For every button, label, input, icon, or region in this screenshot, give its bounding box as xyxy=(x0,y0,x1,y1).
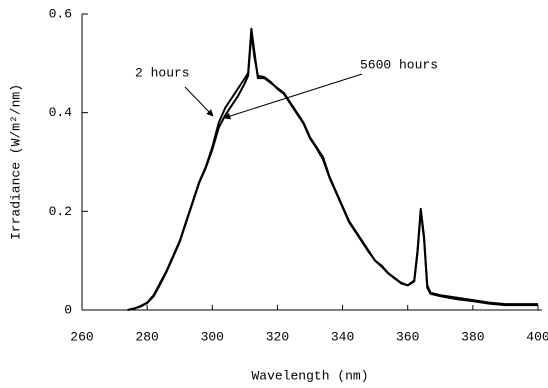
annotation-arrow xyxy=(184,86,214,117)
annotation-arrow xyxy=(223,73,363,120)
y-tick-label: 0 xyxy=(64,302,72,317)
x-tick-label: 360 xyxy=(396,329,419,344)
x-tick-label: 280 xyxy=(135,329,158,344)
annotation: 5600 hours xyxy=(360,57,438,72)
x-tick-label: 340 xyxy=(331,329,354,344)
y-tick-label: 0.4 xyxy=(49,105,73,120)
x-tick-label: 400 xyxy=(526,329,548,344)
x-tick-label: 380 xyxy=(461,329,484,344)
x-tick-label: 300 xyxy=(201,329,224,344)
data-line xyxy=(127,32,538,311)
y-tick-label: 0.6 xyxy=(49,6,72,21)
annotation: 2 hours xyxy=(135,65,190,80)
x-tick-label: 320 xyxy=(266,329,289,344)
y-axis-label: Irradiance (W/m²/nm) xyxy=(8,84,23,240)
x-tick-label: 260 xyxy=(70,329,93,344)
x-axis-label: Wavelength (nm) xyxy=(251,368,368,383)
y-tick-label: 0.2 xyxy=(49,204,72,219)
